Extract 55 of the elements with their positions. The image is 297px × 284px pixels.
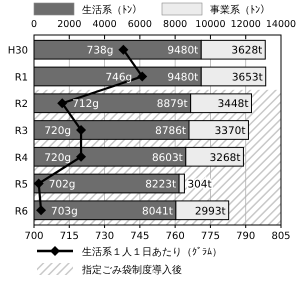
data-label: 703g [51, 205, 78, 218]
data-label: 8223t [145, 178, 176, 191]
y-tick-label: R5 [14, 180, 28, 191]
data-label: 8603t [152, 152, 183, 164]
data-label: 3370t [214, 125, 246, 137]
point [118, 44, 128, 55]
data-label: 702g [48, 178, 76, 191]
data-label: 3628t [231, 44, 262, 57]
data-label: 3268t [210, 152, 240, 164]
data-label: 720g [44, 152, 72, 164]
data-label: 738g [86, 44, 114, 57]
y-tick-label: R6 [14, 206, 28, 218]
data-label: 3448t [218, 98, 248, 110]
x-tick-label: 4000 [92, 19, 117, 30]
point [76, 125, 86, 135]
data-label: 3653t [232, 71, 263, 84]
x2-tick-label: 760 [166, 231, 185, 242]
data-label: 9480t [167, 44, 198, 57]
data-label: 2993t [194, 205, 226, 218]
legend-label: 生活系１人１日あたり（ｸﾞﾗﾑ） [82, 246, 222, 258]
x2-tick-label: 700 [24, 231, 44, 242]
y-tick-label: R3 [14, 126, 28, 137]
x2-tick-label: 745 [130, 231, 150, 242]
data-label: 712g [72, 98, 99, 110]
x2-tick-label: 790 [236, 231, 256, 242]
point [137, 71, 148, 82]
x-tick-label: 2000 [57, 19, 82, 30]
text: 生活系（ﾄﾝ） [82, 4, 142, 16]
legend-label: 指定ごみ袋制度導入後 [81, 264, 182, 276]
data-label: 746g [105, 71, 132, 84]
x-tick-label: 8000 [163, 19, 188, 30]
y-tick-label: H30 [8, 46, 28, 57]
data-label: 9480t [167, 71, 198, 84]
x2-tick-label: 805 [271, 231, 291, 242]
x2-tick-label: 715 [60, 231, 79, 242]
data-label: 8041t [142, 205, 173, 218]
data-label: 720g [44, 125, 72, 137]
y-tick-label: R4 [14, 152, 28, 164]
legend-label: 事業系（ﾄﾝ） [210, 4, 270, 16]
x-tick-label: 0 [30, 19, 38, 30]
point [34, 178, 44, 189]
point [36, 205, 46, 216]
point [57, 98, 68, 108]
point [76, 152, 86, 162]
x-tick-label: 14000 [266, 19, 296, 30]
x-tick-label: 12000 [230, 19, 261, 30]
data-label: 8786t [155, 125, 186, 137]
x2-tick-label: 775 [200, 231, 220, 242]
y-tick-label: R1 [14, 72, 28, 84]
x-tick-label: 10000 [195, 19, 226, 30]
data-label: 8879t [156, 98, 188, 110]
y-tick-label: R2 [14, 99, 28, 110]
x-tick-label: 6000 [128, 19, 152, 30]
x2-tick-label: 730 [95, 231, 114, 242]
data-label: 304t [187, 178, 212, 191]
